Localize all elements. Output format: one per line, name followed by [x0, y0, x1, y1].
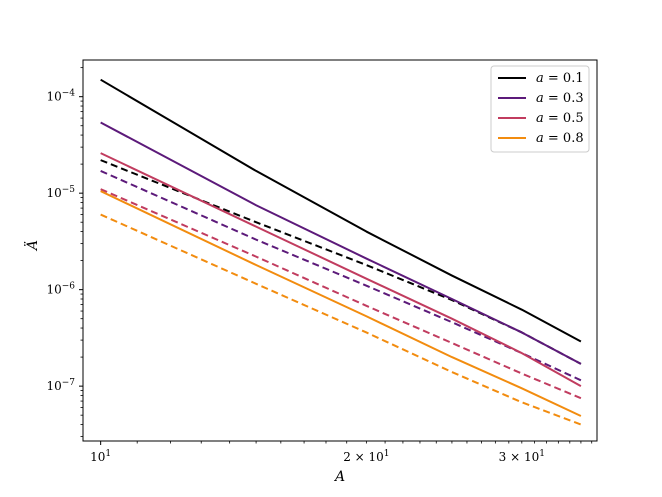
- y-tick-label: 10−6: [46, 282, 75, 297]
- legend-label: a = 0.8: [536, 131, 584, 146]
- y-tick-label: 10−4: [46, 89, 75, 104]
- plot-frame: [82, 59, 598, 442]
- solid-series-line-6: [100, 190, 582, 417]
- dashed-series-line-5: [100, 188, 582, 400]
- solid-series-line-0: [100, 78, 582, 343]
- legend-label: a = 0.1: [536, 71, 584, 86]
- legend-label: a = 0.3: [536, 91, 584, 106]
- y-axis-label: Ä: [23, 240, 41, 252]
- y-tick-label: 10−7: [46, 378, 75, 393]
- ticks-layer: 101 2 × 101 3 × 101 10−4 10−5 10−6 10−7: [46, 67, 593, 464]
- legend: a = 0.1 a = 0.3 a = 0.5 a = 0.8: [490, 65, 590, 153]
- legend-label: a = 0.5: [536, 111, 584, 126]
- legend-box: [490, 65, 590, 153]
- series-layer: [100, 78, 582, 426]
- x-tick-label: 2 × 101: [343, 449, 389, 464]
- x-axis-label: A: [333, 469, 345, 485]
- solid-series-line-4: [100, 152, 582, 388]
- dashed-series-line-1: [100, 159, 582, 365]
- x-tick-label: 3 × 101: [499, 449, 545, 464]
- x-tick-label: 101: [90, 449, 111, 464]
- y-tick-label: 10−5: [46, 185, 75, 200]
- dashed-series-line-3: [100, 170, 582, 382]
- solid-series-line-2: [100, 121, 582, 365]
